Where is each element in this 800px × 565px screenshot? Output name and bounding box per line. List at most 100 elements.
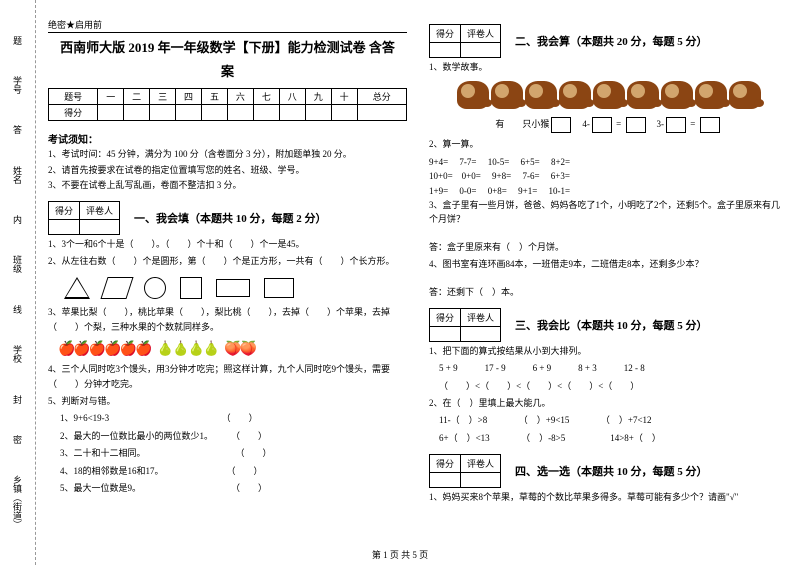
right-column: 得分评卷人 二、我会算（本题共 20 分，每题 5 分） 1、数学故事。 有 只…: [429, 18, 788, 553]
monkey-row: [429, 81, 788, 109]
score-header: 九: [305, 89, 331, 105]
exam-title-2: 案: [48, 61, 407, 80]
question: 4、三个人同时吃3个馒头，用3分钟才吃完；照这样计算，九个人同时吃9个馒头，需要…: [48, 362, 407, 391]
score-header: 总分: [357, 89, 406, 105]
score-table: 题号 一 二 三 四 五 六 七 八 九 十 总分 得分: [48, 88, 407, 121]
fruits-row: 🍎🍎🍎🍎🍎🍎 🍐🍐🍐🍐 🍑🍑: [58, 341, 407, 358]
binding-hint: 封: [11, 395, 24, 404]
section-title-2: 二、我会算（本题共 20 分，每题 5 分）: [515, 33, 708, 49]
fruit-icon: 🍐🍐🍐🍐: [157, 341, 219, 358]
section-header-3: 得分评卷人 三、我会比（本题共 10 分，每题 5 分）: [429, 308, 788, 342]
answer-box: [551, 117, 571, 133]
sub-question: 2、最大的一位数比最小的两位数少1。 （ ）: [60, 429, 407, 443]
left-column: 绝密★启用前 西南师大版 2019 年一年级数学【下册】能力检测试卷 含答 案 …: [48, 18, 407, 553]
page-footer: 第 1 页 共 5 页: [0, 548, 800, 561]
answer-box: [700, 117, 720, 133]
fruit-icon: 🍑🍑: [224, 341, 255, 358]
section-title-4: 四、选一选（本题共 10 分，每题 5 分）: [515, 463, 708, 479]
monkey-icon: [593, 81, 625, 109]
binding-hint: 内: [11, 215, 24, 224]
mini-score-table: 得分评卷人: [429, 454, 501, 488]
answer-box: [666, 117, 686, 133]
score-header: 八: [279, 89, 305, 105]
question: 2、在（ ）里填上最大能几。: [429, 396, 788, 410]
rect-shape: [264, 278, 294, 298]
rect-shape: [216, 279, 250, 297]
score-header: 一: [98, 89, 124, 105]
question: 5、判断对与错。: [48, 394, 407, 408]
content-area: 绝密★启用前 西南师大版 2019 年一年级数学【下册】能力检测试卷 含答 案 …: [36, 0, 800, 565]
question: 3、苹果比梨（ ），桃比苹果（ ），梨比桃（ ），去掉（ ）个苹果，去掉（ ）个…: [48, 305, 407, 334]
sub-question: 1、9+6<19-3 （ ）: [60, 411, 407, 425]
notice-title: 考试须知：: [48, 131, 407, 146]
binding-hint: 答: [11, 125, 24, 134]
question: 1、3个一和6个十是（ ）。（ ）个十和（ ）个一是45。: [48, 237, 407, 251]
binding-hint: 题: [11, 36, 24, 45]
answer-box: [592, 117, 612, 133]
section-title-3: 三、我会比（本题共 10 分，每题 5 分）: [515, 317, 708, 333]
binding-label: 学校: [11, 345, 24, 363]
monkey-icon: [525, 81, 557, 109]
calc-line: 11-（ ）>8 （ ）+9<15 （ ）+7<12: [439, 413, 788, 427]
circle-shape: [144, 277, 166, 299]
question: 1、把下面的算式按结果从小到大排列。: [429, 344, 788, 358]
binding-label: 姓名: [11, 166, 24, 184]
question: 1、数学故事。: [429, 60, 788, 74]
notice-item: 3、不要在试卷上乱写乱画，卷面不整洁扣 3 分。: [48, 179, 407, 193]
mini-score-table: 得分评卷人: [429, 24, 501, 58]
calc-row: 9+4= 7-7= 10-5= 6+5= 8+2=: [429, 155, 788, 169]
monkey-icon: [661, 81, 693, 109]
sub-question: 4、18的相邻数是16和17。 （ ）: [60, 464, 407, 478]
monkey-icon: [491, 81, 523, 109]
sub-question: 5、最大一位数是9。 （ ）: [60, 481, 407, 495]
monkey-icon: [729, 81, 761, 109]
question: 3、盒子里有一些月饼，爸爸、妈妈各吃了1个，小明吃了2个，还剩5个。盒子里原来有…: [429, 198, 788, 227]
section-header-1: 得分评卷人 一、我会填（本题共 10 分，每题 2 分）: [48, 201, 407, 235]
confidential-label: 绝密★启用前: [48, 18, 407, 33]
question: 2、算一算。: [429, 137, 788, 151]
monkey-icon: [695, 81, 727, 109]
score-header: 五: [202, 89, 228, 105]
section-header-2: 得分评卷人 二、我会算（本题共 20 分，每题 5 分）: [429, 24, 788, 58]
section-title-1: 一、我会填（本题共 10 分，每题 2 分）: [134, 210, 327, 226]
score-header: 三: [150, 89, 176, 105]
equation-row: 有 只小猴 4- = 3- =: [429, 117, 788, 133]
mini-score-table: 得分评卷人: [429, 308, 501, 342]
notice-item: 1、考试时间：45 分钟，满分为 100 分（含卷面分 3 分），附加题单独 2…: [48, 148, 407, 162]
calc-line: 5 + 9 17 - 9 6 + 9 8 + 3 12 - 8: [439, 361, 788, 375]
binding-label: 学号: [11, 76, 24, 94]
calc-row: 1+9= 0-0= 0+8= 9+1= 10-1=: [429, 184, 788, 198]
question: 2、从左往右数（ ）个是圆形，第（ ）个是正方形，一共有（ ）个长方形。: [48, 254, 407, 268]
section-header-4: 得分评卷人 四、选一选（本题共 10 分，每题 5 分）: [429, 454, 788, 488]
score-row-label: 得分: [49, 105, 98, 121]
binding-label: 乡镇（街道）: [11, 475, 24, 529]
square-shape: [180, 277, 202, 299]
calc-line: （ ）<（ ）<（ ）<（ ）<（ ）: [439, 379, 788, 393]
exam-title: 西南师大版 2019 年一年级数学【下册】能力检测试卷 含答: [48, 39, 407, 57]
fruit-icon: 🍎🍎🍎🍎🍎🍎: [58, 341, 151, 358]
exam-page: 题 学号 答 姓名 内 班级 线 学校 封 密 乡镇（街道） 绝密★启用前 西南…: [0, 0, 800, 565]
calc-line: 6+（ ）<13 （ ）-8>5 14>8+（ ）: [439, 431, 788, 445]
score-header: 二: [124, 89, 150, 105]
notice-item: 2、请首先按要求在试卷的指定位置填写您的姓名、班级、学号。: [48, 164, 407, 178]
monkey-icon: [457, 81, 489, 109]
answer-line: 答：还剩下（ ）本。: [429, 285, 788, 299]
monkey-icon: [627, 81, 659, 109]
question: 1、妈妈买来8个苹果，草莓的个数比苹果多得多。草莓可能有多少个？请画"√": [429, 490, 788, 504]
answer-box: [626, 117, 646, 133]
parallelogram-shape: [100, 277, 133, 299]
score-cell: [98, 105, 124, 121]
calc-row: 10+0= 0+0= 9+8= 7-6= 6+3=: [429, 169, 788, 183]
binding-strip: 题 学号 答 姓名 内 班级 线 学校 封 密 乡镇（街道）: [0, 0, 36, 565]
triangle-shape: [64, 277, 90, 299]
shapes-row: [64, 277, 407, 299]
monkey-icon: [559, 81, 591, 109]
binding-hint: 密: [11, 435, 24, 444]
score-header: 七: [253, 89, 279, 105]
score-header: 六: [227, 89, 253, 105]
answer-line: 答：盒子里原来有（ ）个月饼。: [429, 240, 788, 254]
binding-hint: 线: [11, 305, 24, 314]
score-header: 四: [176, 89, 202, 105]
sub-question: 3、二十和十二相同。 （ ）: [60, 446, 407, 460]
score-header: 十: [331, 89, 357, 105]
